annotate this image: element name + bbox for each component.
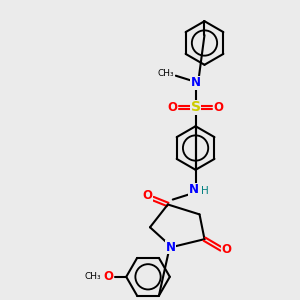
Text: S: S [190, 100, 201, 114]
Text: O: O [142, 189, 152, 202]
Text: O: O [213, 101, 224, 114]
Text: CH₃: CH₃ [158, 69, 174, 78]
Text: N: N [189, 183, 199, 196]
Text: CH₃: CH₃ [84, 272, 101, 281]
Text: O: O [168, 101, 178, 114]
Text: O: O [103, 270, 113, 283]
Text: H: H [201, 186, 208, 196]
Text: N: N [166, 241, 176, 254]
Text: O: O [221, 243, 231, 256]
Text: N: N [190, 76, 201, 89]
